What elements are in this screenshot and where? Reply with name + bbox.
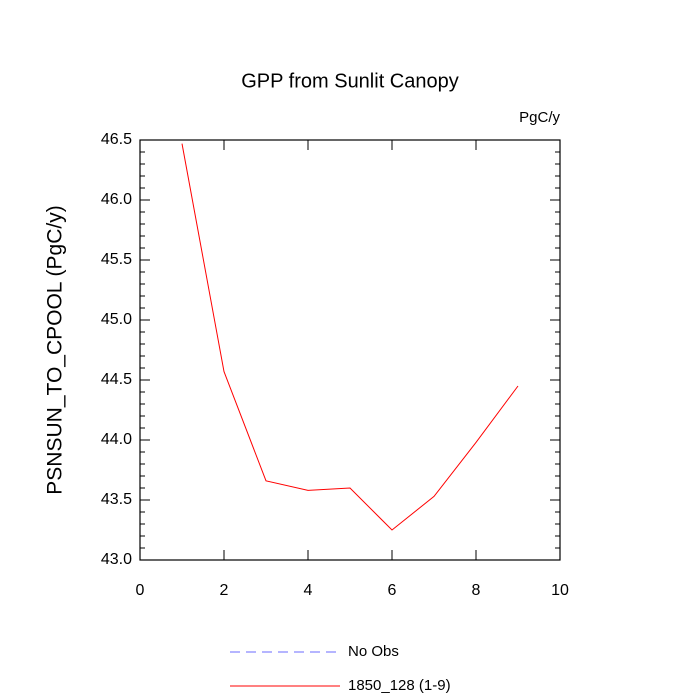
y-tick-label: 44.5 [101,371,132,388]
chart-title: GPP from Sunlit Canopy [241,70,459,92]
y-tick-label: 44.0 [101,431,132,448]
x-tick-label: 10 [551,582,569,599]
plot-frame [139,139,561,561]
y-tick-label: 46.0 [101,191,132,208]
y-tick-label: 46.5 [101,131,132,148]
y-tick-label: 45.0 [101,311,132,328]
y-tick-label: 43.5 [101,491,132,508]
legend-label: 1850_128 (1-9) [348,677,451,694]
x-tick-label: 6 [388,582,397,599]
legend-label: No Obs [348,643,399,660]
y-axis-label: PSNSUN_TO_CPOOL (PgC/y) [44,205,67,494]
x-tick-label: 2 [220,582,229,599]
y-tick-label: 45.5 [101,251,132,268]
series-line [181,143,519,531]
x-tick-label: 0 [136,582,145,599]
x-tick-label: 8 [472,582,481,599]
y-tick-label: 43.0 [101,551,132,568]
units-label: PgC/y [519,109,560,126]
x-tick-label: 4 [304,582,313,599]
